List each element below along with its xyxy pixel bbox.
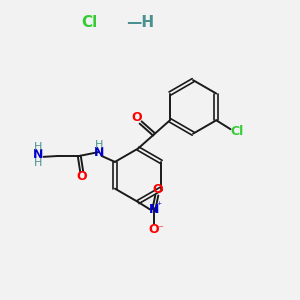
Text: H: H <box>94 140 103 150</box>
Text: H: H <box>34 158 42 168</box>
Text: —H: —H <box>126 15 154 30</box>
Text: N: N <box>149 203 159 216</box>
Text: Cl: Cl <box>82 15 98 30</box>
Text: O: O <box>152 183 163 196</box>
Text: O: O <box>131 111 142 124</box>
Text: O: O <box>76 170 87 183</box>
Text: H: H <box>34 142 42 152</box>
Text: N: N <box>93 146 104 159</box>
Text: Cl: Cl <box>230 125 244 138</box>
Text: O: O <box>148 223 159 236</box>
Text: ⁻: ⁻ <box>158 224 163 234</box>
Text: ⁺: ⁺ <box>156 201 161 211</box>
Text: N: N <box>32 148 43 161</box>
